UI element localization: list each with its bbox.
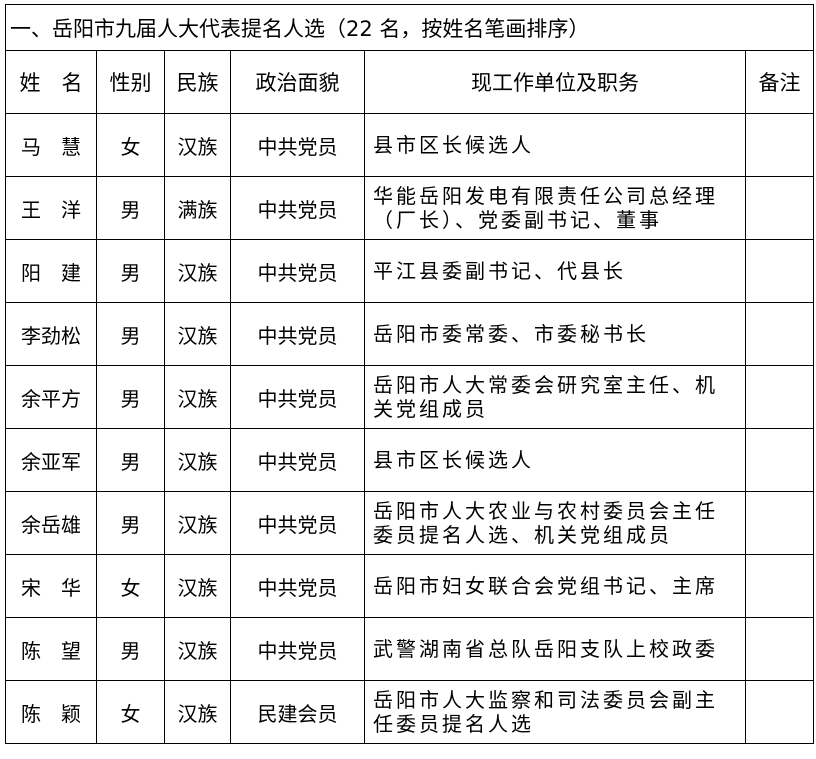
header-row: 姓 名 性别 民族 政治面貌 现工作单位及职务 备注 [5,50,815,114]
cell-party: 中共党员 [230,428,365,492]
cell-duty: 华能岳阳发电有限责任公司总经理（厂长）、党委副书记、董事 [364,176,746,240]
cell-party: 中共党员 [230,491,365,555]
cell-note [744,302,815,366]
cell-note [744,491,815,555]
cell-gender: 女 [96,680,165,744]
cell-name: 余亚军 [5,428,97,492]
cell-name: 阳 建 [5,239,97,303]
cell-name: 李劲松 [5,302,97,366]
cell-ethnicity: 满族 [164,176,231,240]
cell-ethnicity: 汉族 [164,617,231,681]
cell-party: 中共党员 [230,617,365,681]
table-title: 一、岳阳市九届人大代表提名人选（22 名，按姓名笔画排序） [4,4,815,51]
header-duty: 现工作单位及职务 [364,50,746,114]
cell-party: 中共党员 [230,113,365,177]
cell-name: 马 慧 [5,113,97,177]
cell-name: 陈 望 [5,617,97,681]
cell-gender: 男 [96,491,165,555]
cell-ethnicity: 汉族 [164,239,231,303]
cell-ethnicity: 汉族 [164,365,231,429]
cell-gender: 男 [96,239,165,303]
table-row: 宋 华女汉族 中共党员 岳阳市妇女联合会党组书记、主席 [5,554,815,618]
header-party: 政治面貌 [230,50,365,114]
table-row: 马 慧女汉族 中共党员 县市区长候选人 [5,113,815,177]
cell-note [744,365,815,429]
cell-note [744,176,815,240]
table-row: 余平方男汉族 中共党员 岳阳市人大常委会研究室主任、机关党组成员 [5,365,815,429]
cell-gender: 男 [96,428,165,492]
cell-duty: 县市区长候选人 [364,113,746,177]
table-row: 陈 望男汉族 中共党员 武警湖南省总队岳阳支队上校政委 [5,617,815,681]
title-row: 一、岳阳市九届人大代表提名人选（22 名，按姓名笔画排序） [4,4,815,51]
cell-name: 宋 华 [5,554,97,618]
cell-party: 民建会员 [230,680,365,744]
cell-duty: 平江县委副书记、代县长 [364,239,746,303]
cell-name: 余平方 [5,365,97,429]
cell-ethnicity: 汉族 [164,554,231,618]
header-name: 姓 名 [5,50,97,114]
cell-ethnicity: 汉族 [164,491,231,555]
table-row: 王 洋男满族 中共党员 华能岳阳发电有限责任公司总经理（厂长）、党委副书记、董事 [5,176,815,240]
cell-note [744,113,815,177]
cell-note [744,680,815,744]
cell-note [744,617,815,681]
header-ethnicity: 民族 [164,50,231,114]
cell-gender: 男 [96,302,165,366]
cell-duty: 武警湖南省总队岳阳支队上校政委 [364,617,746,681]
header-note: 备注 [744,50,815,114]
cell-party: 中共党员 [230,239,365,303]
cell-name: 陈 颖 [5,680,97,744]
cell-duty: 岳阳市人大农业与农村委员会主任委员提名人选、机关党组成员 [364,491,746,555]
cell-duty: 岳阳市委常委、市委秘书长 [364,302,746,366]
cell-name: 王 洋 [5,176,97,240]
table-row: 李劲松男汉族 中共党员 岳阳市委常委、市委秘书长 [5,302,815,366]
cell-gender: 女 [96,554,165,618]
header-gender: 性别 [96,50,165,114]
cell-ethnicity: 汉族 [164,302,231,366]
cell-ethnicity: 汉族 [164,113,231,177]
cell-note [744,554,815,618]
cell-note [744,239,815,303]
cell-gender: 男 [96,176,165,240]
cell-ethnicity: 汉族 [164,680,231,744]
cell-gender: 男 [96,365,165,429]
cell-party: 中共党员 [230,554,365,618]
cell-party: 中共党员 [230,176,365,240]
candidate-table: 一、岳阳市九届人大代表提名人选（22 名，按姓名笔画排序） 姓 名 性别 民族 … [4,4,815,744]
cell-duty: 岳阳市妇女联合会党组书记、主席 [364,554,746,618]
cell-duty: 县市区长候选人 [364,428,746,492]
cell-note [744,428,815,492]
table-row: 阳 建男汉族 中共党员 平江县委副书记、代县长 [5,239,815,303]
table-row: 陈 颖女汉族 民建会员 岳阳市人大监察和司法委员会副主任委员提名人选 [5,680,815,744]
cell-party: 中共党员 [230,365,365,429]
table-row: 余岳雄男汉族 中共党员 岳阳市人大农业与农村委员会主任委员提名人选、机关党组成员 [5,491,815,555]
table-row: 余亚军男汉族 中共党员 县市区长候选人 [5,428,815,492]
cell-name: 余岳雄 [5,491,97,555]
cell-duty: 岳阳市人大常委会研究室主任、机关党组成员 [364,365,746,429]
cell-gender: 男 [96,617,165,681]
cell-party: 中共党员 [230,302,365,366]
cell-ethnicity: 汉族 [164,428,231,492]
cell-gender: 女 [96,113,165,177]
cell-duty: 岳阳市人大监察和司法委员会副主任委员提名人选 [364,680,746,744]
